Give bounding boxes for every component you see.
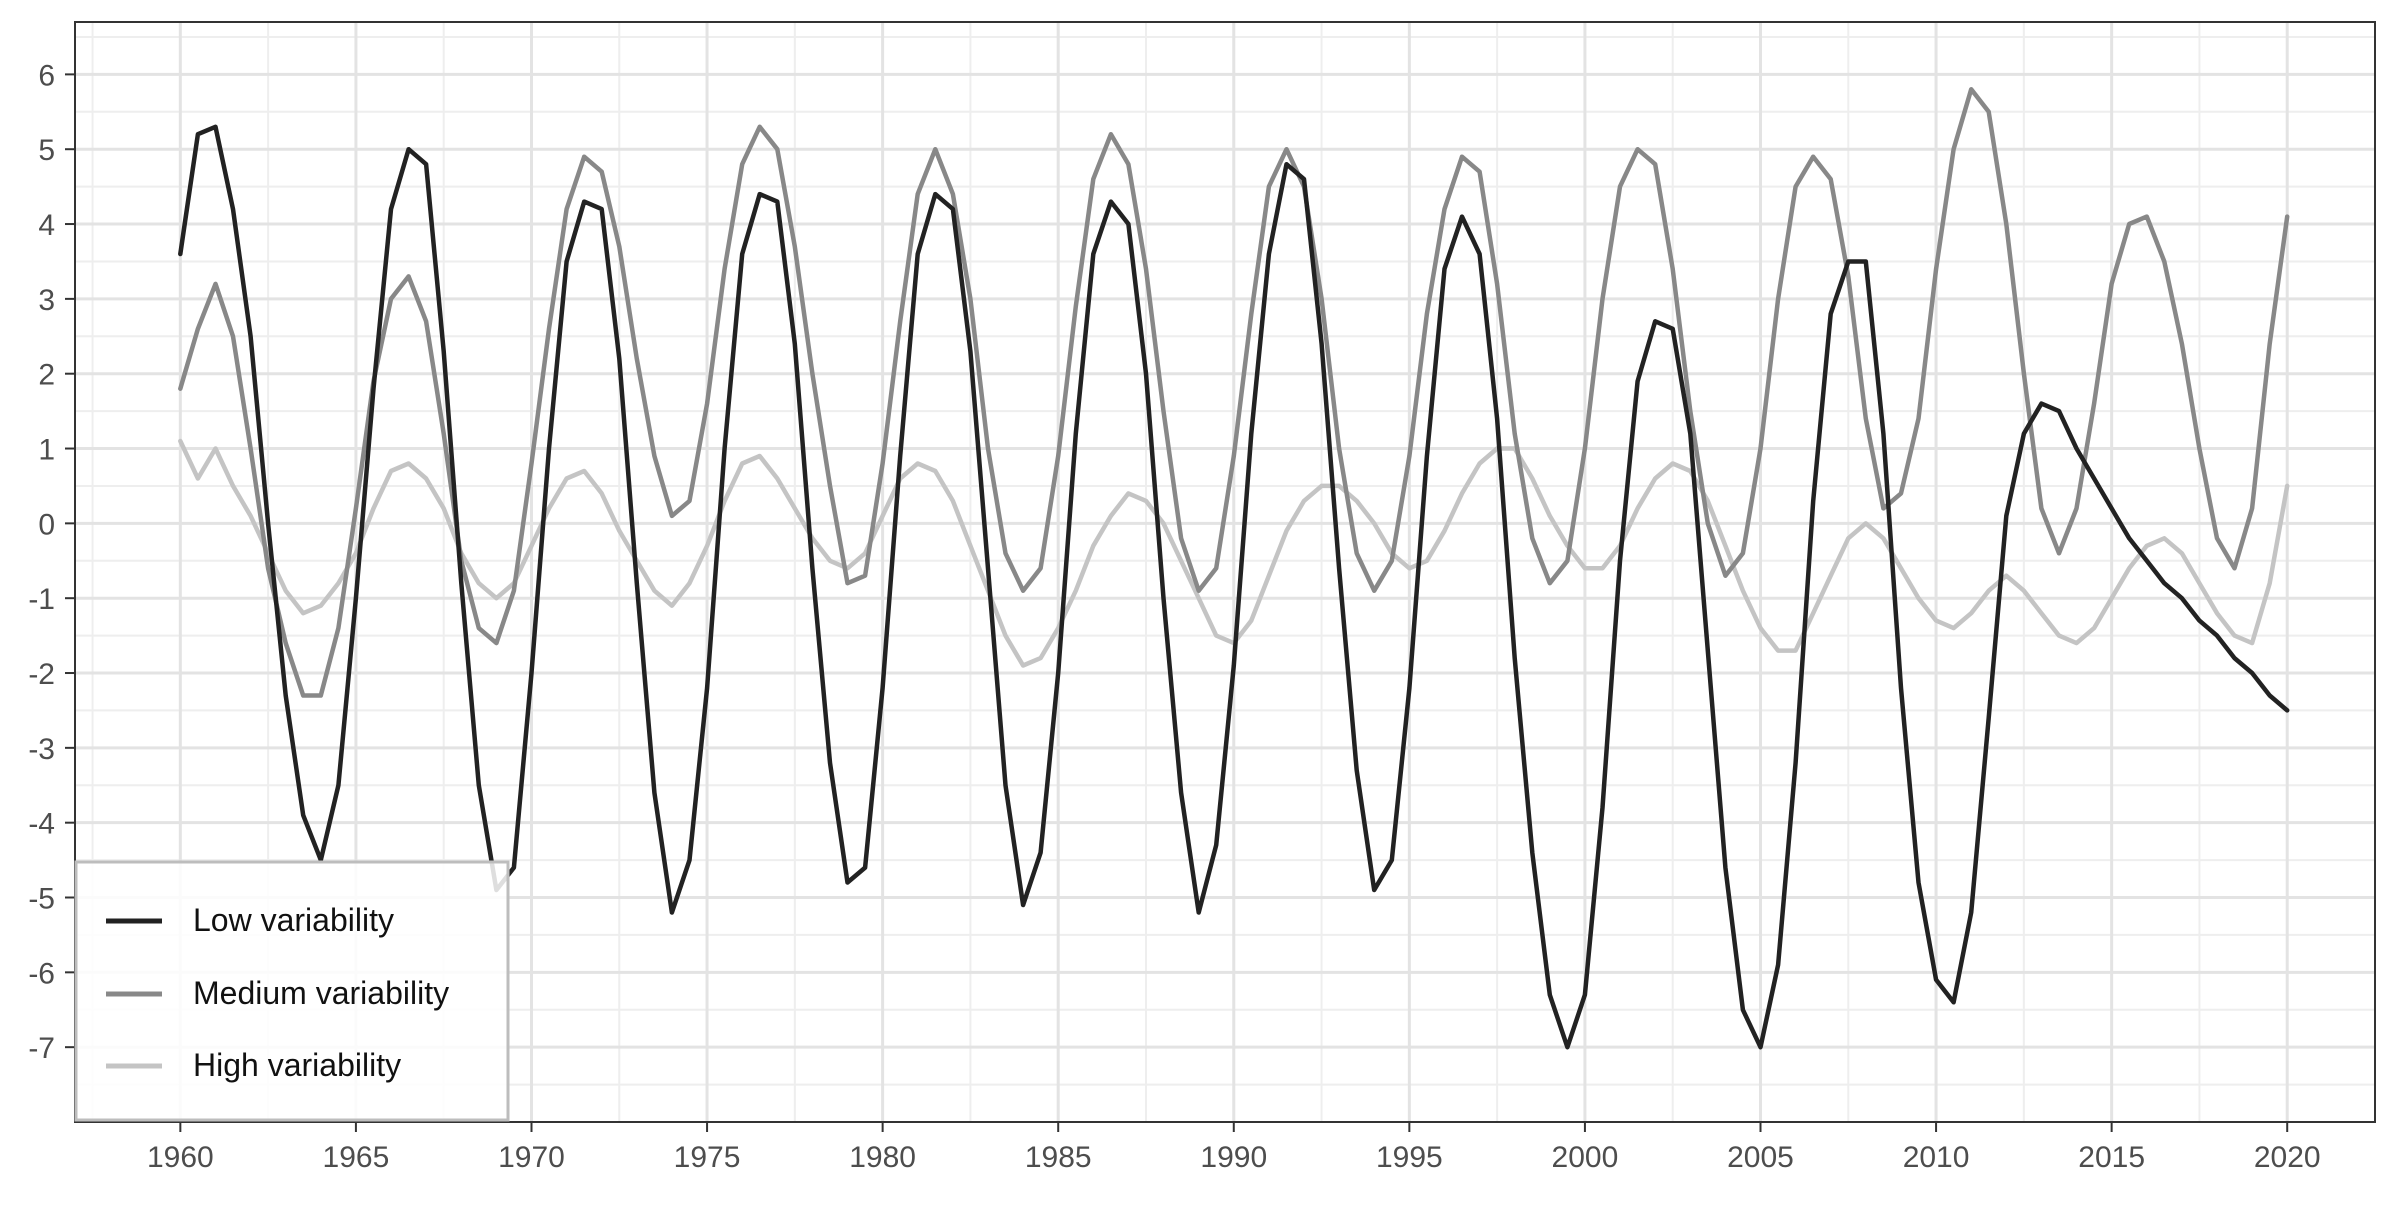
legend-box: [74, 860, 510, 1122]
y-tick-label: -3: [28, 733, 55, 766]
y-tick-label: 6: [38, 59, 55, 92]
y-tick-label: 1: [38, 434, 55, 467]
y-tick-label: -7: [28, 1032, 55, 1065]
legend-label-medium: Medium variability: [193, 975, 449, 1011]
x-axis: 1960 1965 1970 1975 1980 1985 1990 1995 2000 2005…: [147, 1122, 2321, 1174]
x-tick-label: 1970: [498, 1141, 565, 1174]
legend-item-high: High variability: [106, 1047, 401, 1083]
y-tick-label: -4: [28, 808, 55, 841]
y-tick-label: -1: [28, 583, 55, 616]
y-tick-label: 0: [38, 508, 55, 541]
legend-label-low: Low variability: [193, 902, 394, 938]
plot-panel-border: [74, 21, 2376, 1123]
x-tick-label: 1980: [849, 1141, 916, 1174]
x-tick-label: 2020: [2254, 1141, 2321, 1174]
minor-gridlines: [75, 22, 2376, 1122]
y-tick-label: 5: [38, 134, 55, 167]
x-tick-label: 1995: [1376, 1141, 1443, 1174]
legend: Low variability Medium variability High …: [74, 860, 510, 1122]
x-tick-label: 1990: [1200, 1141, 1267, 1174]
x-tick-label: 1975: [674, 1141, 741, 1174]
x-tick-label: 2010: [1903, 1141, 1970, 1174]
x-tick-label: 2000: [1552, 1141, 1619, 1174]
x-tick-label: 2015: [2078, 1141, 2145, 1174]
y-tick-label: -5: [28, 883, 55, 916]
y-tick-label: 4: [38, 209, 55, 242]
x-tick-label: 2005: [1727, 1141, 1794, 1174]
legend-item-medium: Medium variability: [106, 975, 449, 1011]
y-tick-label: -6: [28, 957, 55, 990]
series-line-medium: [178, 87, 2290, 698]
y-axis: 6 5 4 3 2 1 0 -1 -2 -3 -4 -5 -6 -7: [28, 59, 75, 1065]
y-tick-label: 3: [38, 284, 55, 317]
x-tick-label: 1960: [147, 1141, 214, 1174]
legend-item-low: Low variability: [106, 902, 394, 938]
series-line-low: [178, 124, 2290, 1050]
series-layer: [178, 87, 2290, 1050]
y-tick-label: 2: [38, 359, 55, 392]
legend-label-high: High variability: [193, 1047, 401, 1083]
x-tick-label: 1985: [1025, 1141, 1092, 1174]
y-tick-label: -2: [28, 658, 55, 691]
x-tick-label: 1965: [323, 1141, 390, 1174]
